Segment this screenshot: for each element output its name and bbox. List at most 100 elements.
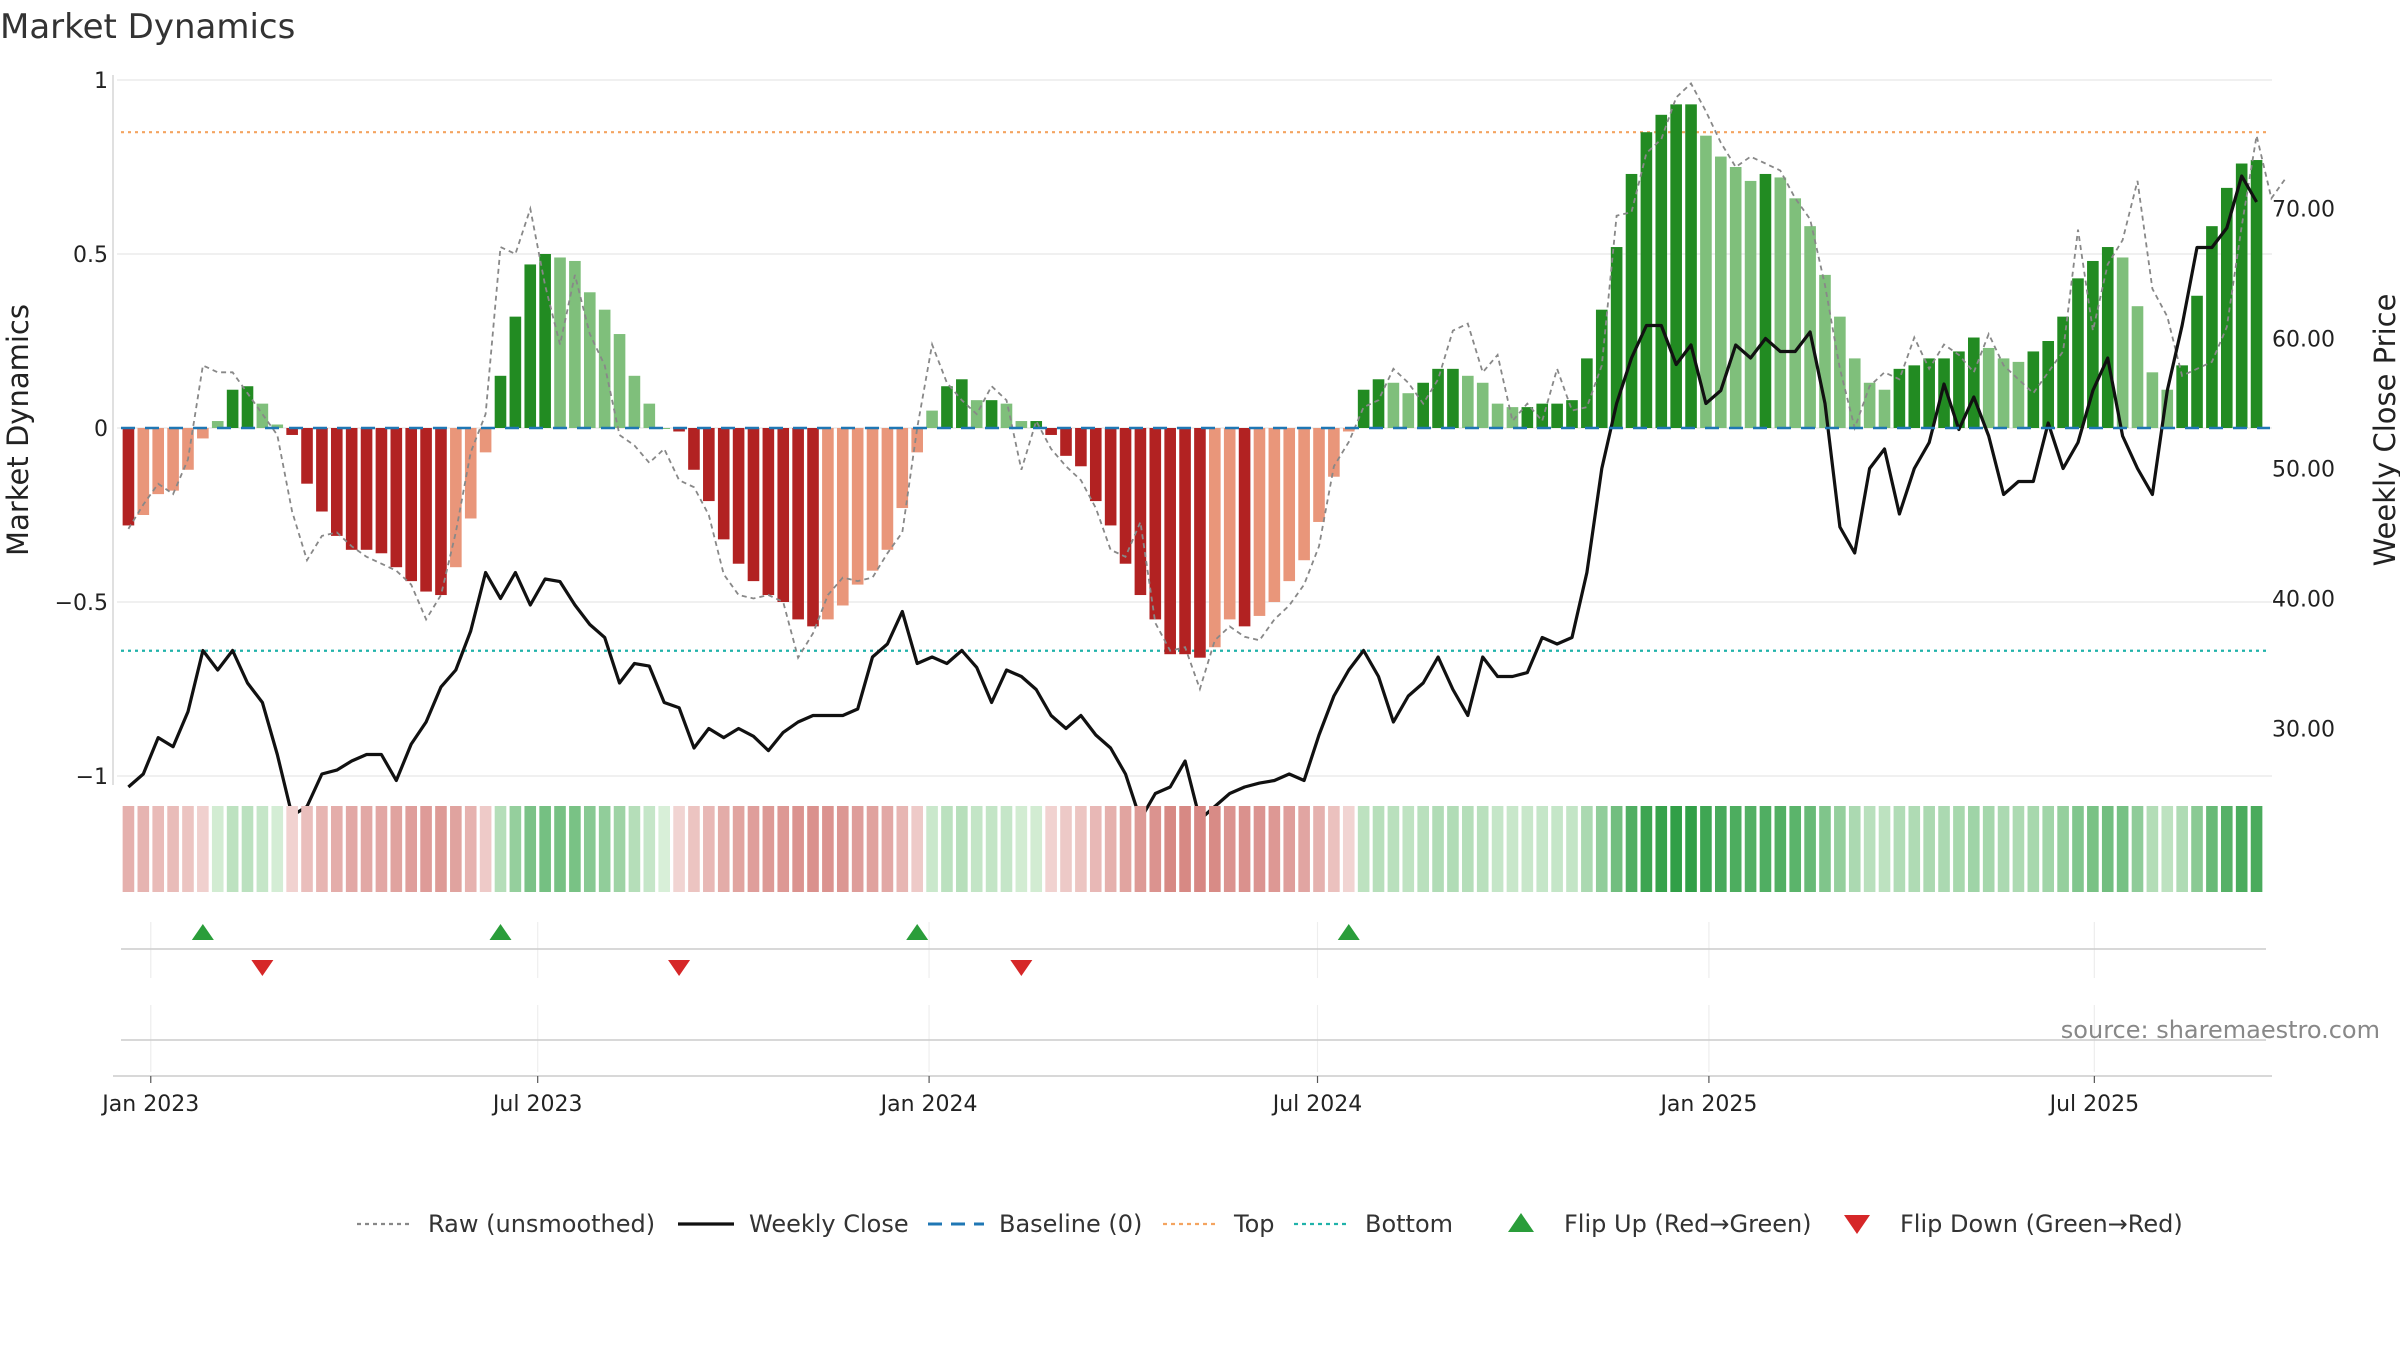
bar xyxy=(226,389,239,428)
heat-cell xyxy=(241,806,254,892)
heat-cell xyxy=(1432,806,1444,892)
y2-tick-label: 40.00 xyxy=(2272,588,2335,613)
heat-cell xyxy=(1848,806,1861,892)
bar xyxy=(345,428,358,550)
bar xyxy=(1134,428,1147,596)
heat-cell xyxy=(122,806,135,892)
y-tick-label: 0.5 xyxy=(73,243,108,268)
heat-cell xyxy=(1357,806,1370,892)
heat-cell xyxy=(1164,806,1176,892)
y-axis-ticks: 1 0.5 0 −0.5 −1 xyxy=(55,69,108,790)
heat-cell xyxy=(822,806,834,892)
heat-cell xyxy=(643,806,656,892)
bar xyxy=(851,428,864,585)
heat-cell xyxy=(583,806,596,892)
heat-cell xyxy=(1015,806,1028,892)
bar xyxy=(1700,135,1712,428)
bar xyxy=(1819,274,1831,428)
bar xyxy=(1923,358,1935,428)
bar xyxy=(405,428,418,582)
bar xyxy=(1804,226,1816,428)
bar xyxy=(1387,382,1400,428)
heat-cell xyxy=(1729,806,1742,892)
flip-down-marker xyxy=(668,960,691,976)
bar xyxy=(956,379,968,428)
heat-cell xyxy=(1268,806,1281,892)
heat-cell xyxy=(524,806,537,892)
bar xyxy=(822,428,834,620)
legend-item-bottom: Bottom xyxy=(1294,1210,1453,1238)
heat-cell xyxy=(1313,806,1325,892)
heat-cell xyxy=(450,806,462,892)
bar xyxy=(1997,358,2010,428)
legend-label: Raw (unsmoothed) xyxy=(428,1210,655,1238)
heat-cell xyxy=(464,806,477,892)
bar xyxy=(1729,167,1742,428)
date-tick-label: Jan 2024 xyxy=(879,1092,978,1117)
heat-cell xyxy=(1476,806,1489,892)
heat-cell xyxy=(1104,806,1117,892)
heat-cell xyxy=(1372,806,1385,892)
bar xyxy=(688,428,700,470)
bar xyxy=(1298,428,1310,561)
source-note: source: sharemaestro.com xyxy=(2061,1016,2380,1044)
heat-cell xyxy=(137,806,150,892)
heat-cell xyxy=(1179,806,1191,892)
bar xyxy=(1313,428,1325,522)
bar xyxy=(435,428,447,596)
bar xyxy=(1432,368,1444,428)
heat-cell xyxy=(1491,806,1504,892)
heat-cell xyxy=(509,806,522,892)
legend: Raw (unsmoothed) Weekly Close Baseline (0)… xyxy=(357,1210,2183,1238)
heat-cell xyxy=(703,806,715,892)
bar xyxy=(1476,382,1489,428)
flip-up-marker xyxy=(489,924,512,940)
heat-cell xyxy=(598,806,611,892)
bar xyxy=(539,254,551,428)
heat-cell xyxy=(2072,806,2084,892)
bar xyxy=(450,428,462,568)
bar xyxy=(1551,403,1563,428)
bars xyxy=(122,104,2263,658)
flip-markers-panel xyxy=(121,922,2266,978)
heat-cell xyxy=(762,806,775,892)
bar xyxy=(271,424,284,428)
bar xyxy=(1030,421,1043,428)
legend-swatch xyxy=(1508,1213,1534,1232)
heat-cell xyxy=(390,806,403,892)
heat-cell xyxy=(494,806,507,892)
y2-axis-ticks: 30.00 40.00 50.00 60.00 70.00 xyxy=(2272,198,2335,743)
legend-label: Baseline (0) xyxy=(999,1210,1142,1238)
heat-cell xyxy=(911,806,923,892)
heat-cell xyxy=(316,806,328,892)
bar xyxy=(2087,260,2099,428)
bar xyxy=(896,428,909,509)
legend-label: Bottom xyxy=(1365,1210,1453,1238)
heat-cell xyxy=(747,806,760,892)
bar xyxy=(1194,428,1206,658)
heat-cell xyxy=(1089,806,1102,892)
bar xyxy=(926,410,938,428)
bar xyxy=(2220,187,2233,428)
bar xyxy=(301,428,313,484)
heat-cell xyxy=(554,806,566,892)
heat-cell xyxy=(569,806,581,892)
bar xyxy=(1848,358,1861,428)
heat-cell xyxy=(1610,806,1623,892)
bar xyxy=(1595,309,1608,428)
bar xyxy=(152,428,165,495)
legend-label: Flip Up (Red→Green) xyxy=(1564,1210,1812,1238)
heat-cell xyxy=(167,806,179,892)
heat-cell xyxy=(732,806,745,892)
heat-cell xyxy=(1744,806,1757,892)
bar xyxy=(1759,173,1772,428)
bar xyxy=(1342,428,1355,432)
y2-tick-label: 30.00 xyxy=(2272,718,2335,743)
heat-cell xyxy=(2250,806,2263,892)
y2-tick-label: 60.00 xyxy=(2272,328,2335,353)
bar xyxy=(1268,428,1281,602)
legend-item-top: Top xyxy=(1163,1210,1275,1238)
heat-cell xyxy=(792,806,804,892)
heat-cell xyxy=(152,806,165,892)
heat-cell xyxy=(479,806,492,892)
